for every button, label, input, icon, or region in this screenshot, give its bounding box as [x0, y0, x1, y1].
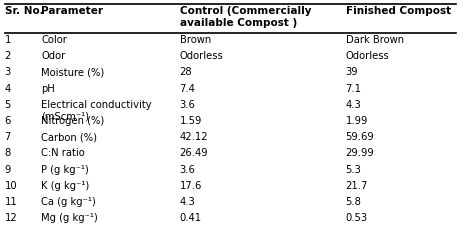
Text: Color: Color — [41, 35, 67, 45]
Text: Electrical conductivity
(mScm⁻¹): Electrical conductivity (mScm⁻¹) — [41, 99, 152, 121]
Text: Odor: Odor — [41, 51, 66, 61]
Text: 7.4: 7.4 — [180, 83, 196, 93]
Text: 12: 12 — [5, 212, 18, 222]
Text: 0.53: 0.53 — [346, 212, 368, 222]
Text: Mg (g kg⁻¹): Mg (g kg⁻¹) — [41, 212, 98, 222]
Text: Nitrogen (%): Nitrogen (%) — [41, 115, 105, 125]
Text: 1.59: 1.59 — [180, 115, 202, 125]
Text: Control (Commercially
available Compost ): Control (Commercially available Compost … — [180, 6, 311, 28]
Text: 5.8: 5.8 — [346, 196, 361, 206]
Text: Finished Compost: Finished Compost — [346, 6, 451, 16]
Text: 3.6: 3.6 — [180, 99, 196, 109]
Text: 9: 9 — [5, 164, 11, 174]
Text: K (g kg⁻¹): K (g kg⁻¹) — [41, 180, 90, 190]
Text: P (g kg⁻¹): P (g kg⁻¹) — [41, 164, 89, 174]
Text: Moisture (%): Moisture (%) — [41, 67, 105, 77]
Text: 17.6: 17.6 — [180, 180, 202, 190]
Text: 7.1: 7.1 — [346, 83, 362, 93]
Text: 11: 11 — [5, 196, 18, 206]
Text: 7: 7 — [5, 132, 11, 142]
Text: Dark Brown: Dark Brown — [346, 35, 404, 45]
Text: Sr. No.: Sr. No. — [5, 6, 43, 16]
Text: 39: 39 — [346, 67, 358, 77]
Text: 1.99: 1.99 — [346, 115, 368, 125]
Text: Parameter: Parameter — [41, 6, 103, 16]
Text: 4.3: 4.3 — [346, 99, 361, 109]
Text: 28: 28 — [180, 67, 192, 77]
Text: 5: 5 — [5, 99, 11, 109]
Text: 5.3: 5.3 — [346, 164, 361, 174]
Text: Carbon (%): Carbon (%) — [41, 132, 98, 142]
Text: 42.12: 42.12 — [180, 132, 208, 142]
Text: 4.3: 4.3 — [180, 196, 195, 206]
Text: Brown: Brown — [180, 35, 211, 45]
Text: 4: 4 — [5, 83, 11, 93]
Text: Ca (g kg⁻¹): Ca (g kg⁻¹) — [41, 196, 96, 206]
Text: 29.99: 29.99 — [346, 148, 374, 158]
Text: 8: 8 — [5, 148, 11, 158]
Text: 26.49: 26.49 — [180, 148, 208, 158]
Text: 59.69: 59.69 — [346, 132, 374, 142]
Text: 0.41: 0.41 — [180, 212, 202, 222]
Text: pH: pH — [41, 83, 55, 93]
Text: 10: 10 — [5, 180, 17, 190]
Text: 6: 6 — [5, 115, 11, 125]
Text: 3.6: 3.6 — [180, 164, 196, 174]
Text: 3: 3 — [5, 67, 11, 77]
Text: Odorless: Odorless — [346, 51, 389, 61]
Text: 2: 2 — [5, 51, 11, 61]
Text: C:N ratio: C:N ratio — [41, 148, 85, 158]
Text: 21.7: 21.7 — [346, 180, 368, 190]
Text: 1: 1 — [5, 35, 11, 45]
Text: Odorless: Odorless — [180, 51, 223, 61]
